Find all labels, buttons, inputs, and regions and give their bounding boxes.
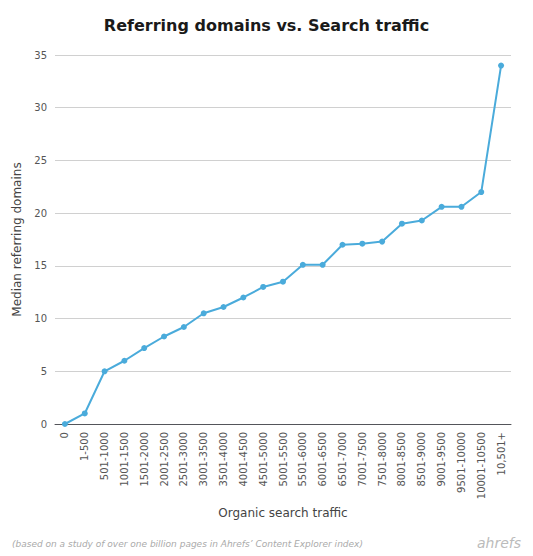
svg-text:3001-3500: 3001-3500 bbox=[198, 432, 209, 487]
svg-text:9001-9500: 9001-9500 bbox=[436, 432, 447, 487]
svg-text:10: 10 bbox=[34, 313, 47, 324]
svg-text:6501-7000: 6501-7000 bbox=[337, 432, 348, 487]
svg-text:8001-8500: 8001-8500 bbox=[396, 432, 407, 487]
svg-text:4001-4500: 4001-4500 bbox=[238, 432, 249, 487]
svg-text:7501-8000: 7501-8000 bbox=[377, 432, 388, 487]
svg-text:8501-9000: 8501-9000 bbox=[416, 432, 427, 487]
svg-text:5: 5 bbox=[41, 366, 47, 377]
svg-text:7001-7500: 7001-7500 bbox=[357, 432, 368, 487]
svg-text:1501-2000: 1501-2000 bbox=[139, 432, 150, 487]
svg-text:9501-10000: 9501-10000 bbox=[456, 432, 467, 493]
svg-text:2001-2500: 2001-2500 bbox=[159, 432, 170, 487]
svg-text:501-1000: 501-1000 bbox=[99, 432, 110, 480]
svg-text:1-500: 1-500 bbox=[79, 432, 90, 461]
svg-text:15: 15 bbox=[34, 260, 47, 271]
svg-text:0: 0 bbox=[59, 432, 70, 438]
svg-text:20: 20 bbox=[34, 208, 47, 219]
svg-text:1001-1500: 1001-1500 bbox=[119, 432, 130, 487]
svg-text:6001-6500: 6001-6500 bbox=[317, 432, 328, 487]
svg-text:25: 25 bbox=[34, 155, 47, 166]
svg-text:2501-3000: 2501-3000 bbox=[178, 432, 189, 487]
svg-text:0: 0 bbox=[41, 419, 47, 430]
svg-text:30: 30 bbox=[34, 102, 47, 113]
svg-text:Referring domains vs. Search t: Referring domains vs. Search traffic bbox=[104, 16, 429, 35]
svg-text:Organic search traffic: Organic search traffic bbox=[218, 506, 347, 520]
svg-text:10001-10500: 10001-10500 bbox=[476, 432, 487, 499]
svg-text:4501-5000: 4501-5000 bbox=[258, 432, 269, 487]
svg-text:35: 35 bbox=[34, 50, 47, 61]
svg-text:3501-4000: 3501-4000 bbox=[218, 432, 229, 487]
svg-text:Median referring domains: Median referring domains bbox=[10, 162, 24, 316]
svg-text:5001-5500: 5001-5500 bbox=[278, 432, 289, 487]
svg-text:10,501+: 10,501+ bbox=[496, 432, 507, 475]
svg-text:(based on a study of over one: (based on a study of over one billion pa… bbox=[12, 539, 363, 549]
svg-text:ahrefs: ahrefs bbox=[477, 535, 521, 551]
svg-text:5501-6000: 5501-6000 bbox=[297, 432, 308, 487]
